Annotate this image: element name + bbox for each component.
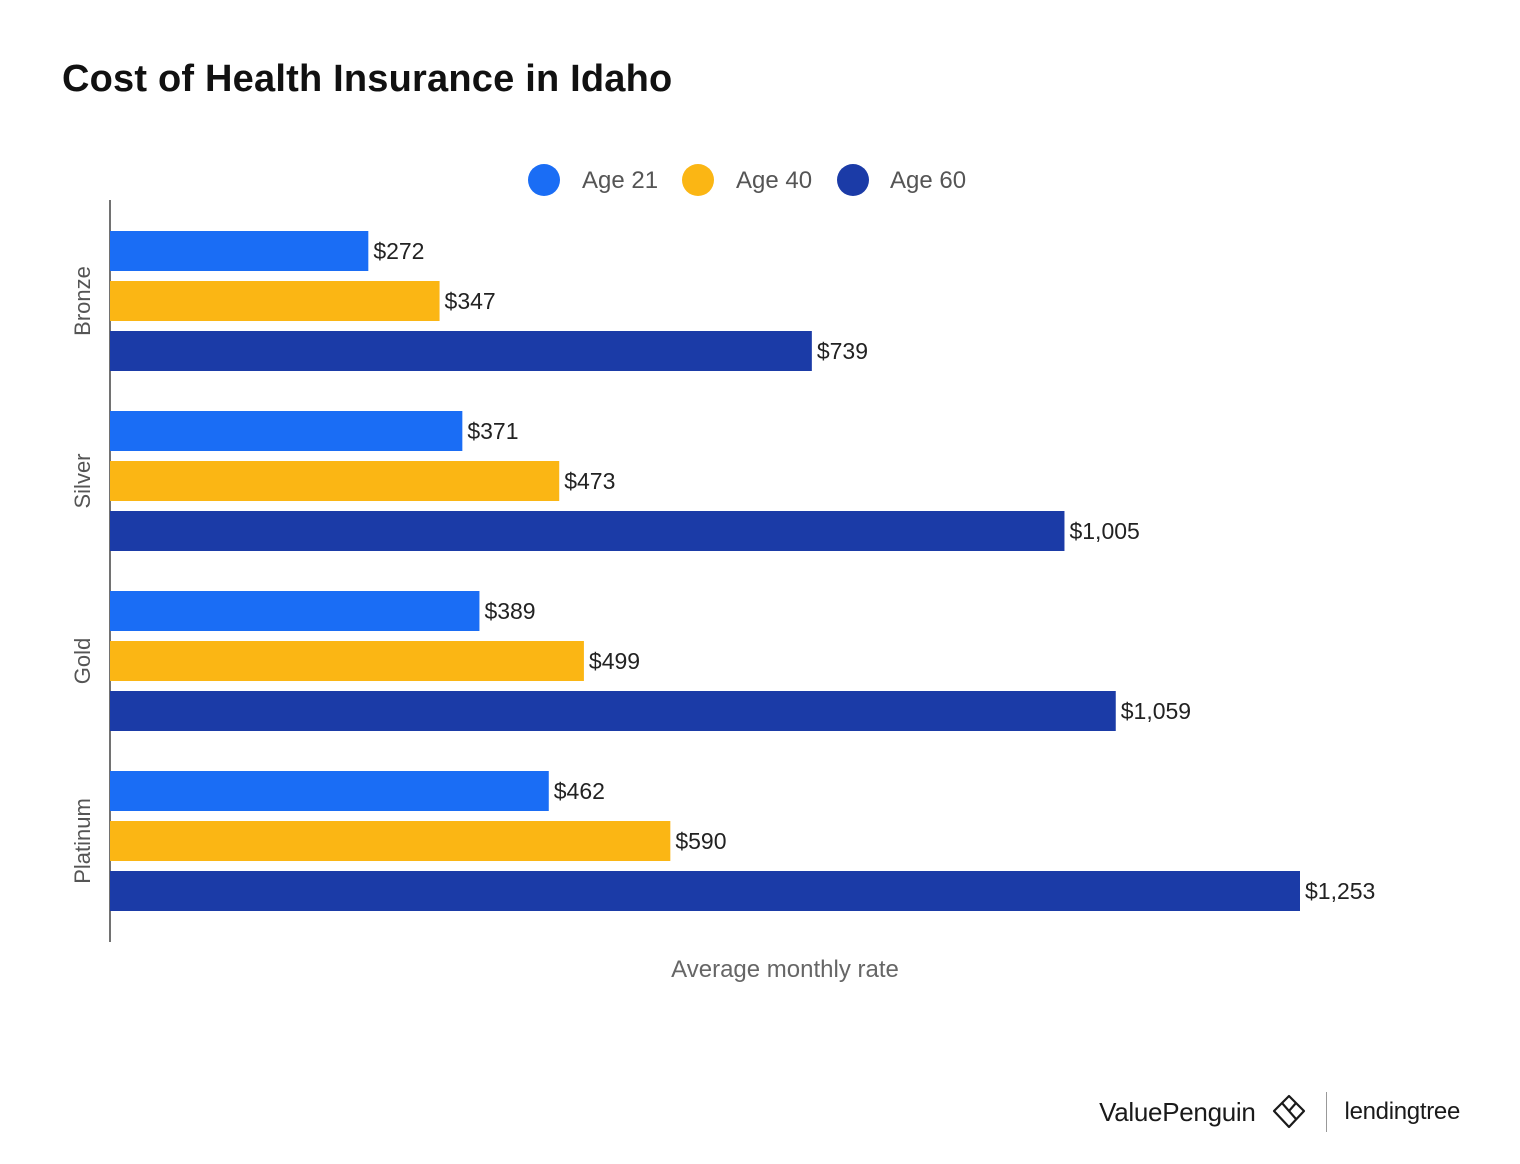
category-label: Silver bbox=[70, 453, 95, 508]
x-axis-label: Average monthly rate bbox=[671, 956, 899, 983]
bar-silver-age-40 bbox=[110, 461, 560, 501]
data-label: $272 bbox=[373, 238, 424, 264]
bar-bronze-age-21 bbox=[110, 231, 369, 271]
bar-group-silver: $371 $473 $1,005 Silver bbox=[70, 411, 1140, 551]
data-label: $1,005 bbox=[1069, 518, 1139, 544]
legend-swatch bbox=[682, 164, 714, 196]
valuepenguin-logo-icon bbox=[1270, 1093, 1308, 1131]
bar-bronze-age-60 bbox=[110, 331, 812, 371]
category-label: Bronze bbox=[70, 266, 95, 336]
legend-swatch bbox=[528, 164, 560, 196]
category-label: Gold bbox=[70, 638, 95, 684]
bar-bronze-age-40 bbox=[110, 281, 440, 321]
bar-platinum-age-60 bbox=[110, 871, 1300, 911]
bar-gold-age-21 bbox=[110, 591, 480, 631]
category-label: Platinum bbox=[70, 798, 95, 884]
data-label: $499 bbox=[589, 648, 640, 674]
bar-silver-age-21 bbox=[110, 411, 463, 451]
legend-label: Age 60 bbox=[890, 167, 966, 194]
data-label: $1,253 bbox=[1305, 878, 1375, 904]
lendingtree-logo-text: lendingtree bbox=[1344, 1098, 1461, 1125]
data-label: $473 bbox=[564, 468, 615, 494]
legend-label: Age 21 bbox=[582, 167, 658, 194]
legend-item-age-40: Age 40 bbox=[682, 164, 812, 196]
data-label: $1,059 bbox=[1121, 698, 1191, 724]
data-label: $371 bbox=[467, 418, 518, 444]
footer-divider bbox=[1325, 1092, 1327, 1132]
data-label: $389 bbox=[484, 598, 535, 624]
legend-item-age-60: Age 60 bbox=[837, 164, 966, 196]
legend-item-age-21: Age 21 bbox=[528, 164, 658, 196]
bar-gold-age-60 bbox=[110, 691, 1116, 731]
bar-group-gold: $389 $499 $1,059 Gold bbox=[70, 591, 1191, 731]
data-label: $590 bbox=[675, 828, 726, 854]
bar-group-bronze: $272 $347 $739 Bronze bbox=[70, 231, 868, 371]
footer-logos: ValuePenguin lendingtree bbox=[1099, 1086, 1460, 1138]
valuepenguin-logo-text: ValuePenguin bbox=[1099, 1096, 1256, 1127]
bar-silver-age-60 bbox=[110, 511, 1065, 551]
bar-platinum-age-21 bbox=[110, 771, 549, 811]
chart-title: Cost of Health Insurance in Idaho bbox=[62, 58, 673, 100]
bar-gold-age-40 bbox=[110, 641, 584, 681]
bar-group-platinum: $462 $590 $1,253 Platinum bbox=[70, 771, 1375, 911]
legend-swatch bbox=[837, 164, 869, 196]
legend-label: Age 40 bbox=[736, 167, 812, 194]
data-label: $462 bbox=[554, 778, 605, 804]
data-label: $347 bbox=[445, 288, 496, 314]
data-label: $739 bbox=[817, 338, 868, 364]
bar-platinum-age-40 bbox=[110, 821, 671, 861]
